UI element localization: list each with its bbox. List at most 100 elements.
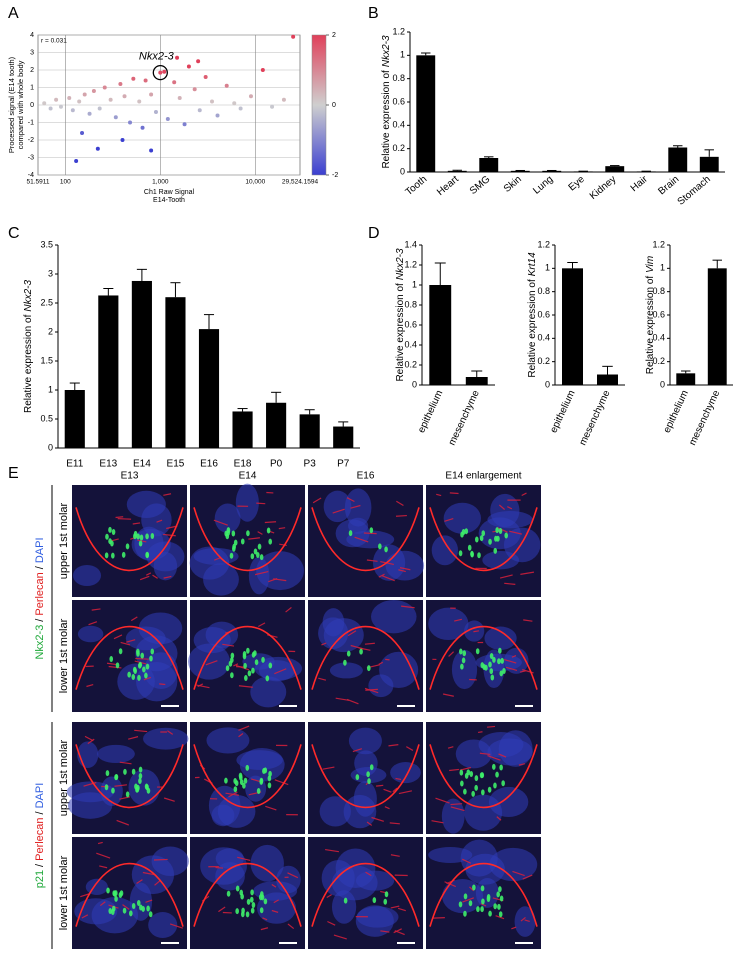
bar <box>98 295 119 448</box>
positive-cell <box>466 769 471 776</box>
data-point <box>175 55 180 60</box>
colorbar-tick-label: 0 <box>332 102 336 109</box>
basement-membrane <box>193 625 302 690</box>
data-point <box>120 138 125 142</box>
perlecan-streak <box>449 768 460 772</box>
panel-letter: B <box>368 5 379 22</box>
perlecan-streak <box>238 685 253 688</box>
positive-cell <box>225 533 230 540</box>
y-axis-label-text: Relative expression of <box>645 276 656 375</box>
y-axis-label: Processed signal (E14 tooth) <box>7 56 16 153</box>
perlecan-streak <box>122 904 130 910</box>
data-point <box>42 101 47 106</box>
nuclei-blob <box>489 847 538 882</box>
perlecan-streak <box>287 872 299 879</box>
positive-cell <box>250 907 255 914</box>
nuclei-blob <box>348 727 382 755</box>
data-point <box>203 75 208 79</box>
nuclei-blob <box>331 890 357 924</box>
perlecan-streak <box>237 856 251 862</box>
positive-cell <box>471 790 475 797</box>
positive-cell <box>144 783 149 790</box>
basement-membrane <box>75 862 184 927</box>
group-label-part: Perlecan <box>34 572 46 615</box>
positive-cell <box>230 672 234 679</box>
positive-cell <box>245 764 250 771</box>
perlecan-streak <box>396 500 404 506</box>
micrograph <box>308 485 425 597</box>
perlecan-streak <box>97 841 103 845</box>
positive-cell <box>268 770 272 777</box>
micrograph <box>66 722 189 834</box>
perlecan-streak <box>473 630 480 633</box>
data-point <box>58 104 63 109</box>
basement-membrane <box>193 744 302 809</box>
y-tick-label: -1 <box>28 119 34 126</box>
nuclei-blob <box>193 627 231 654</box>
data-point <box>149 148 154 153</box>
y-tick-label: 2 <box>30 67 34 74</box>
nuclei-blob <box>250 844 284 882</box>
bar <box>699 156 719 172</box>
positive-cell <box>257 543 262 550</box>
data-point <box>291 34 296 39</box>
y-tick-label: 1.5 <box>40 355 53 365</box>
perlecan-streak <box>346 497 355 503</box>
positive-cell <box>498 528 503 535</box>
perlecan-streak <box>256 502 266 505</box>
basement-membrane <box>429 507 538 572</box>
positive-cell <box>384 546 388 553</box>
positive-cell <box>486 896 491 903</box>
data-point <box>192 87 197 92</box>
x-tick-label: 100 <box>60 179 71 186</box>
data-point <box>177 96 182 100</box>
perlecan-streak <box>278 527 286 530</box>
perlecan-streak <box>504 582 516 585</box>
data-point <box>149 92 154 97</box>
perlecan-streak <box>506 506 513 510</box>
nuclei-blob <box>235 483 259 522</box>
y-axis-label-text: Relative expression of <box>395 283 406 382</box>
x-tick-label: SMG <box>468 174 493 197</box>
positive-cell <box>355 774 360 781</box>
positive-cell <box>268 538 273 545</box>
x-tick-label: mesenchyme <box>578 388 613 447</box>
positive-cell <box>499 895 504 902</box>
positive-cell <box>108 526 112 533</box>
positive-cell <box>346 650 351 657</box>
x-tick-label: mesenchyme <box>447 388 482 447</box>
nuclei-blob <box>128 769 161 806</box>
perlecan-streak <box>487 725 496 728</box>
perlecan-streak <box>380 930 390 933</box>
data-point <box>48 106 53 111</box>
y-tick-label: 0 <box>30 102 34 109</box>
data-point <box>118 82 123 86</box>
positive-cell <box>137 674 141 681</box>
bar <box>573 171 593 172</box>
positive-cell <box>253 650 257 657</box>
y-tick-label: 0.4 <box>537 333 550 343</box>
perlecan-streak <box>233 663 239 667</box>
x-tick-label: Kidney <box>588 174 618 202</box>
group-label-part: / <box>34 565 46 569</box>
positive-cell <box>140 652 145 659</box>
perlecan-streak <box>401 605 415 609</box>
positive-cell <box>481 530 486 537</box>
perlecan-streak <box>450 806 465 812</box>
perlecan-streak <box>238 725 250 731</box>
positive-cell <box>463 788 467 795</box>
data-point <box>131 76 136 81</box>
perlecan-streak <box>287 923 295 930</box>
corner-text: r = 0.031 <box>41 38 67 45</box>
perlecan-streak <box>273 899 280 904</box>
perlecan-streak <box>398 569 406 573</box>
perlecan-streak <box>312 497 322 504</box>
column-header: E13 <box>121 471 139 482</box>
positive-cell <box>150 532 155 539</box>
group-label-part: Perlecan <box>34 817 46 860</box>
perlecan-streak <box>169 923 184 929</box>
x-tick-label: Heart <box>435 174 461 198</box>
data-point <box>74 159 79 163</box>
panel-letter: C <box>8 225 20 242</box>
bar <box>131 280 152 448</box>
